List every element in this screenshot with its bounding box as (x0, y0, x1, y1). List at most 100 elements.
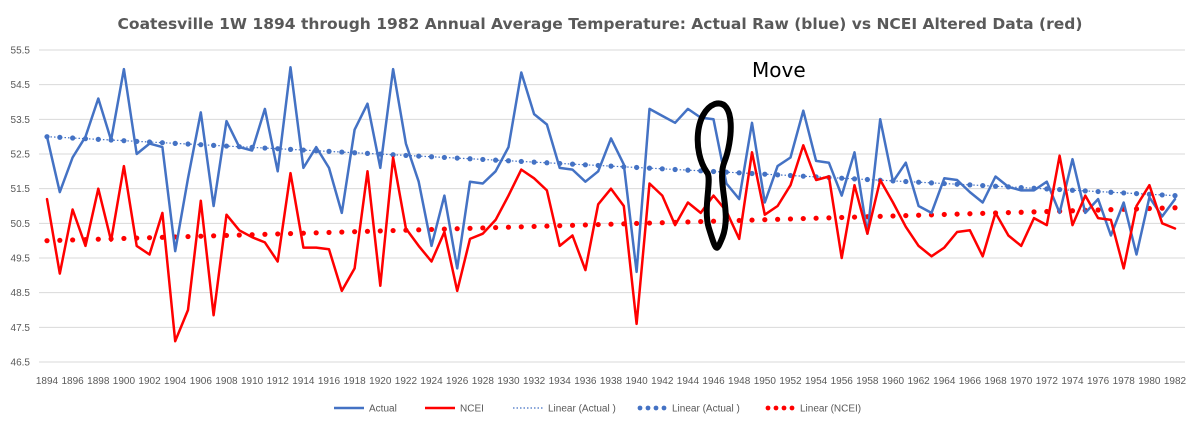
x-tick-label: 1936 (574, 376, 597, 387)
x-tick-label: 1906 (190, 376, 213, 387)
trend-point (121, 138, 127, 144)
trend-point (1069, 187, 1076, 193)
trend-point (864, 176, 870, 183)
x-tick-label: 1930 (497, 376, 520, 387)
x-tick-label: 1942 (651, 376, 674, 387)
trend-point (646, 220, 653, 226)
x-tick-label: 1938 (600, 376, 623, 387)
x-tick-label: 1950 (754, 376, 777, 387)
trend-point (287, 230, 294, 237)
trend-point (518, 158, 524, 165)
trend-point (1057, 186, 1063, 193)
trend-point (569, 222, 576, 228)
trend-point (159, 140, 165, 146)
trend-point (954, 211, 960, 217)
trend-point (493, 157, 499, 163)
trend-point (1031, 209, 1037, 215)
trend-point (428, 154, 435, 160)
legend-label: Actual (369, 404, 397, 415)
trend-point (390, 227, 396, 234)
y-tick-label: 51.5 (11, 184, 31, 195)
x-tick-label: 1904 (164, 376, 187, 387)
trend-point (326, 229, 332, 236)
x-tick-label: 1894 (36, 376, 59, 387)
trend-point (57, 134, 63, 140)
trend-point (1108, 207, 1114, 213)
x-tick-label: 1956 (831, 376, 854, 387)
trend-point (544, 223, 550, 229)
x-axis-ticks: 1894 1896 1898 1900 1902 1904 1906 1908 1910 1912… (36, 376, 1187, 387)
trend-point (710, 168, 717, 175)
trend-point (57, 237, 63, 243)
trend-point (916, 179, 922, 185)
y-tick-label: 46.5 (11, 358, 31, 369)
y-axis-ticks: 46.5 47.5 48.5 49.5 50.5 51.5 52.5 53.5 54.5 55.5 (11, 46, 31, 369)
x-tick-label: 1958 (856, 376, 879, 387)
y-tick-label: 52.5 (11, 150, 31, 161)
trend-point (710, 218, 717, 224)
trend-point (44, 238, 50, 244)
trend-point (262, 145, 268, 151)
trend-point (903, 178, 909, 185)
trend-point (813, 215, 819, 221)
x-tick-label: 1946 (702, 376, 725, 387)
x-tick-label: 1970 (1010, 376, 1033, 387)
trend-point (480, 225, 486, 231)
trend-point (377, 228, 383, 234)
legend-label: Linear (Actual ) (548, 404, 616, 415)
trend-point (146, 235, 153, 241)
x-tick-label: 1944 (677, 376, 700, 387)
x-tick-label: 1922 (395, 376, 418, 387)
trend-point (890, 213, 896, 219)
trend-lines (44, 134, 1178, 244)
series-line-ncei (45, 144, 1177, 343)
trend-point (775, 216, 781, 222)
legend-swatch-dot (765, 405, 771, 411)
trend-point (928, 180, 935, 186)
trend-point (980, 210, 986, 216)
trend-point (505, 224, 512, 230)
trend-point (685, 219, 691, 225)
trend-point (441, 154, 447, 161)
legend-label: NCEI (460, 404, 484, 415)
legend-swatch-dot (661, 405, 667, 411)
x-tick-label: 1954 (805, 376, 828, 387)
x-tick-label: 1914 (292, 376, 315, 387)
y-tick-label: 54.5 (11, 80, 31, 91)
legend-label: Linear (NCEI) (800, 404, 861, 415)
trend-point (505, 158, 512, 164)
x-tick-label: 1908 (215, 376, 238, 387)
x-tick-label: 1952 (779, 376, 802, 387)
trend-point (685, 167, 691, 173)
trend-point (967, 182, 973, 188)
trend-point (992, 183, 999, 189)
y-tick-label: 48.5 (11, 288, 31, 299)
y-tick-label: 50.5 (11, 219, 31, 230)
annotation-text: Move (752, 58, 806, 82)
trend-point (275, 231, 281, 237)
trend-point (416, 227, 422, 233)
legend-swatch-dot (637, 405, 643, 411)
x-tick-label: 1898 (87, 376, 110, 387)
trend-point (877, 213, 883, 219)
trend-point (493, 224, 499, 231)
trend-point (544, 160, 550, 166)
trend-point (557, 223, 563, 229)
trend-point (839, 214, 845, 221)
trend-point (262, 231, 268, 237)
trend-point (582, 162, 588, 168)
trend-point (980, 182, 986, 189)
x-tick-label: 1964 (933, 376, 956, 387)
legend-swatch-dot (773, 405, 779, 411)
trend-point (441, 226, 447, 232)
trend-point (364, 228, 371, 234)
trend-point (198, 142, 204, 148)
trend-point (1005, 209, 1011, 216)
trend-point (608, 163, 614, 169)
trend-point (223, 143, 230, 149)
trend-point (672, 166, 678, 173)
trend-point (1159, 205, 1165, 211)
x-tick-label: 1974 (1061, 376, 1084, 387)
x-tick-label: 1920 (369, 376, 392, 387)
